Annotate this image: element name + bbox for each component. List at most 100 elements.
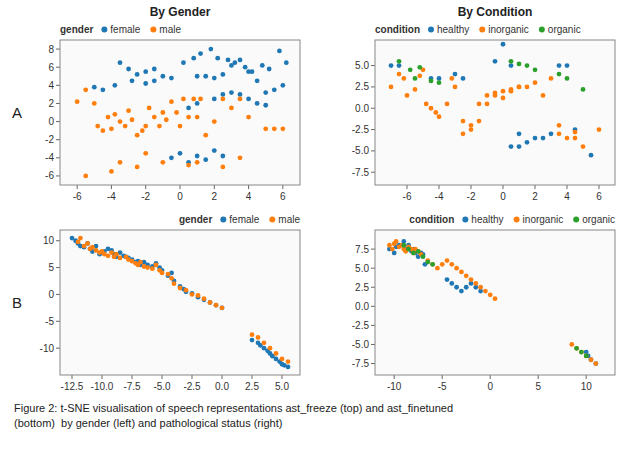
figure: -6-4-20246-6-4-202468By GenderAgenderfem…	[0, 0, 640, 459]
scatter-point	[517, 85, 522, 90]
scatter-point	[260, 63, 265, 68]
scatter-point	[286, 365, 291, 370]
x-tick-label: -6	[73, 191, 82, 202]
scatter-point	[517, 85, 522, 90]
scatter-point	[174, 110, 179, 115]
y-tick-label: 7.5	[355, 244, 369, 255]
x-tick	[180, 185, 181, 189]
scatter-point	[453, 72, 458, 77]
y-tick	[371, 249, 375, 250]
y-tick	[56, 175, 60, 176]
scatter-point	[390, 247, 395, 252]
scatter-point	[191, 97, 196, 102]
y-tick	[371, 150, 375, 151]
scatter-point	[169, 99, 174, 104]
x-tick-label: -2	[141, 191, 150, 202]
y-tick	[371, 287, 375, 288]
scatter-point	[445, 277, 450, 282]
legend-swatch	[539, 27, 545, 33]
scatter-point	[255, 101, 260, 106]
scatter-point	[525, 85, 530, 90]
scatter-point	[573, 130, 578, 135]
x-tick-label: -5.0	[153, 381, 171, 392]
legend-swatch	[479, 27, 485, 33]
scatter-point	[118, 160, 123, 165]
x-tick-label: 2	[212, 191, 218, 202]
scatter-point	[593, 361, 598, 366]
scatter-point	[584, 354, 589, 359]
y-tick	[371, 86, 375, 87]
scatter-point	[212, 97, 217, 102]
scatter-point	[195, 160, 200, 165]
y-tick	[371, 306, 375, 307]
y-tick-label: 2.5	[355, 282, 369, 293]
x-tick-label: 10	[581, 381, 593, 392]
scatter-point	[569, 342, 574, 347]
scatter-point	[424, 102, 429, 107]
scatter-point	[143, 69, 148, 74]
points	[389, 42, 602, 158]
scatter-point	[195, 101, 200, 106]
scatter-point	[477, 102, 482, 107]
caption-line: (bottom) by gender (left) and pathologic…	[14, 417, 282, 429]
scatter-point	[220, 154, 225, 159]
scatter-point	[178, 286, 183, 291]
scatter-point	[417, 73, 422, 78]
scatter-point	[280, 83, 285, 88]
y-tick	[371, 268, 375, 269]
legend-swatch	[220, 217, 226, 223]
x-tick	[442, 375, 443, 379]
scatter-point	[203, 157, 208, 162]
y-tick	[371, 65, 375, 66]
legend: conditionhealthyinorganicorganic	[409, 214, 615, 225]
x-tick	[567, 185, 568, 189]
x-tick	[599, 185, 600, 189]
scatter-point	[238, 97, 243, 102]
scatter-point	[263, 90, 268, 95]
scatter-point	[509, 144, 514, 149]
scatter-point	[118, 256, 123, 261]
scatter-point	[417, 65, 422, 70]
legend-entry: healthy	[471, 214, 503, 225]
legend-entry: healthy	[437, 24, 469, 35]
y-tick-label: -4	[45, 152, 54, 163]
scatter-point	[246, 115, 251, 120]
scatter-point	[493, 296, 498, 301]
x-tick-label: 6	[280, 191, 286, 202]
scatter-point	[473, 281, 478, 286]
scatter-point	[220, 164, 225, 169]
caption-line: Figure 2: t-SNE visualisation of speech …	[14, 402, 453, 414]
scatter-point	[517, 144, 522, 149]
legend-entry: inorganic	[523, 214, 564, 225]
scatter-point	[130, 78, 135, 83]
scatter-point	[557, 63, 562, 68]
plot-frame	[60, 230, 300, 375]
scatter-point	[190, 292, 195, 297]
y-tick	[371, 172, 375, 173]
scatter-point	[478, 285, 483, 290]
scatter-point	[445, 102, 450, 107]
scatter-point	[440, 262, 445, 267]
plot-background	[375, 40, 615, 185]
scatter-point	[143, 124, 148, 129]
scatter-point	[493, 90, 498, 95]
y-tick-label: -6	[45, 170, 54, 181]
scatter-point	[445, 258, 450, 263]
legend-entry: male	[159, 24, 181, 35]
scatter-point	[437, 80, 442, 85]
scatter-point	[238, 155, 243, 160]
scatter-point	[169, 76, 174, 81]
scatter-point	[246, 69, 251, 74]
scatter-point	[157, 124, 162, 129]
legend: genderfemalemale	[60, 24, 181, 35]
x-tick	[111, 185, 112, 189]
scatter-point	[429, 79, 434, 84]
scatter-point	[413, 87, 418, 92]
y-tick	[56, 157, 60, 158]
x-tick-label: -10	[387, 381, 402, 392]
x-tick-label: 0	[177, 191, 183, 202]
legend-swatch	[573, 217, 579, 223]
scatter-point	[106, 253, 111, 258]
scatter-point	[118, 119, 123, 124]
scatter-point	[250, 338, 255, 343]
